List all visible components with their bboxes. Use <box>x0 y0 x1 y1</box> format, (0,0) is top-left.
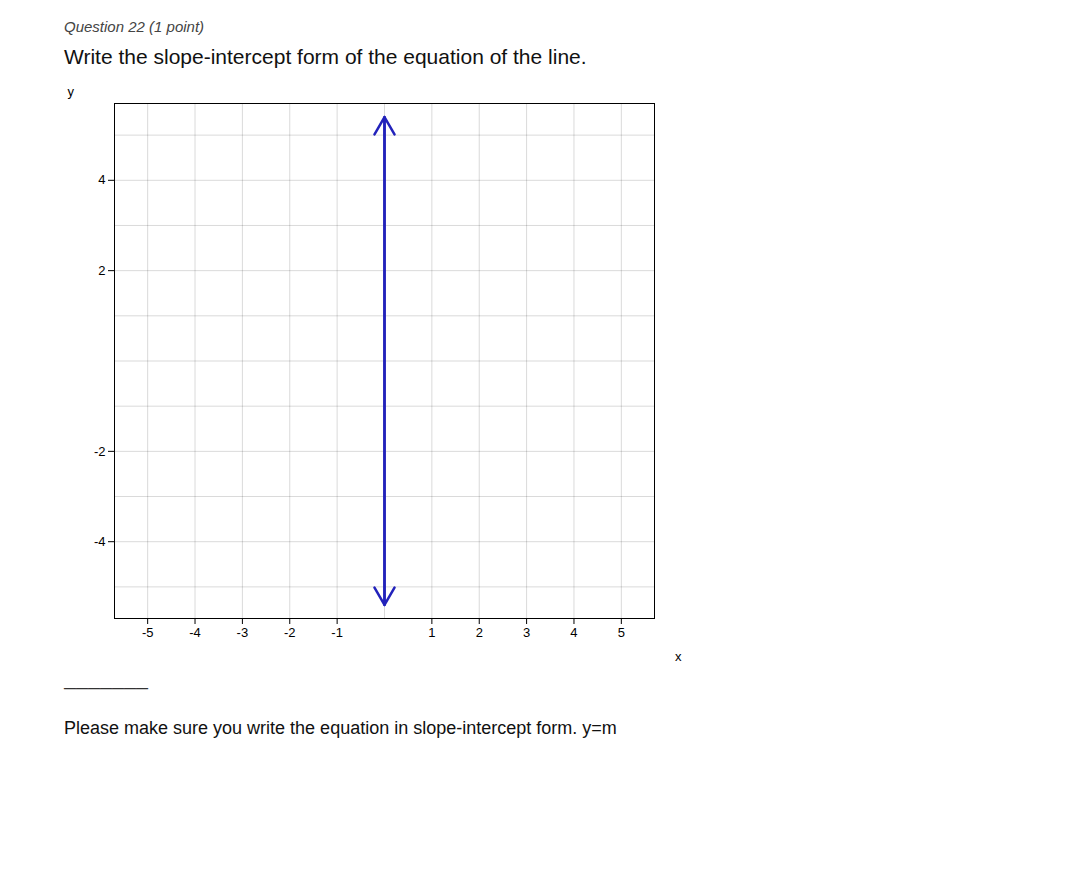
svg-text:y: y <box>68 84 75 99</box>
svg-text:4: 4 <box>570 625 577 640</box>
html-text:Question 22 (1 point): Question 22 (1 point) <box>64 18 205 35</box>
svg-text:-3: -3 <box>237 625 249 640</box>
svg-text:5: 5 <box>618 625 625 640</box>
svg-text:-4: -4 <box>94 534 106 549</box>
svg-text:4: 4 <box>98 172 105 187</box>
svg-text:x: x <box>675 649 682 664</box>
svg-text:-5: -5 <box>142 625 154 640</box>
svg-text:-4: -4 <box>189 625 201 640</box>
html-text:Write the slope-intercept form: Write the slope-intercept form of the eq… <box>64 45 587 68</box>
svg-text:1: 1 <box>428 625 435 640</box>
svg-text:-2: -2 <box>284 625 296 640</box>
svg-text:3: 3 <box>523 625 530 640</box>
svg-text:-1: -1 <box>331 625 343 640</box>
svg-text:2: 2 <box>476 625 483 640</box>
svg-text:2: 2 <box>98 263 105 278</box>
svg-text:-2: -2 <box>94 444 106 459</box>
html-text:Please make sure you write the: Please make sure you write the equation … <box>64 718 617 738</box>
